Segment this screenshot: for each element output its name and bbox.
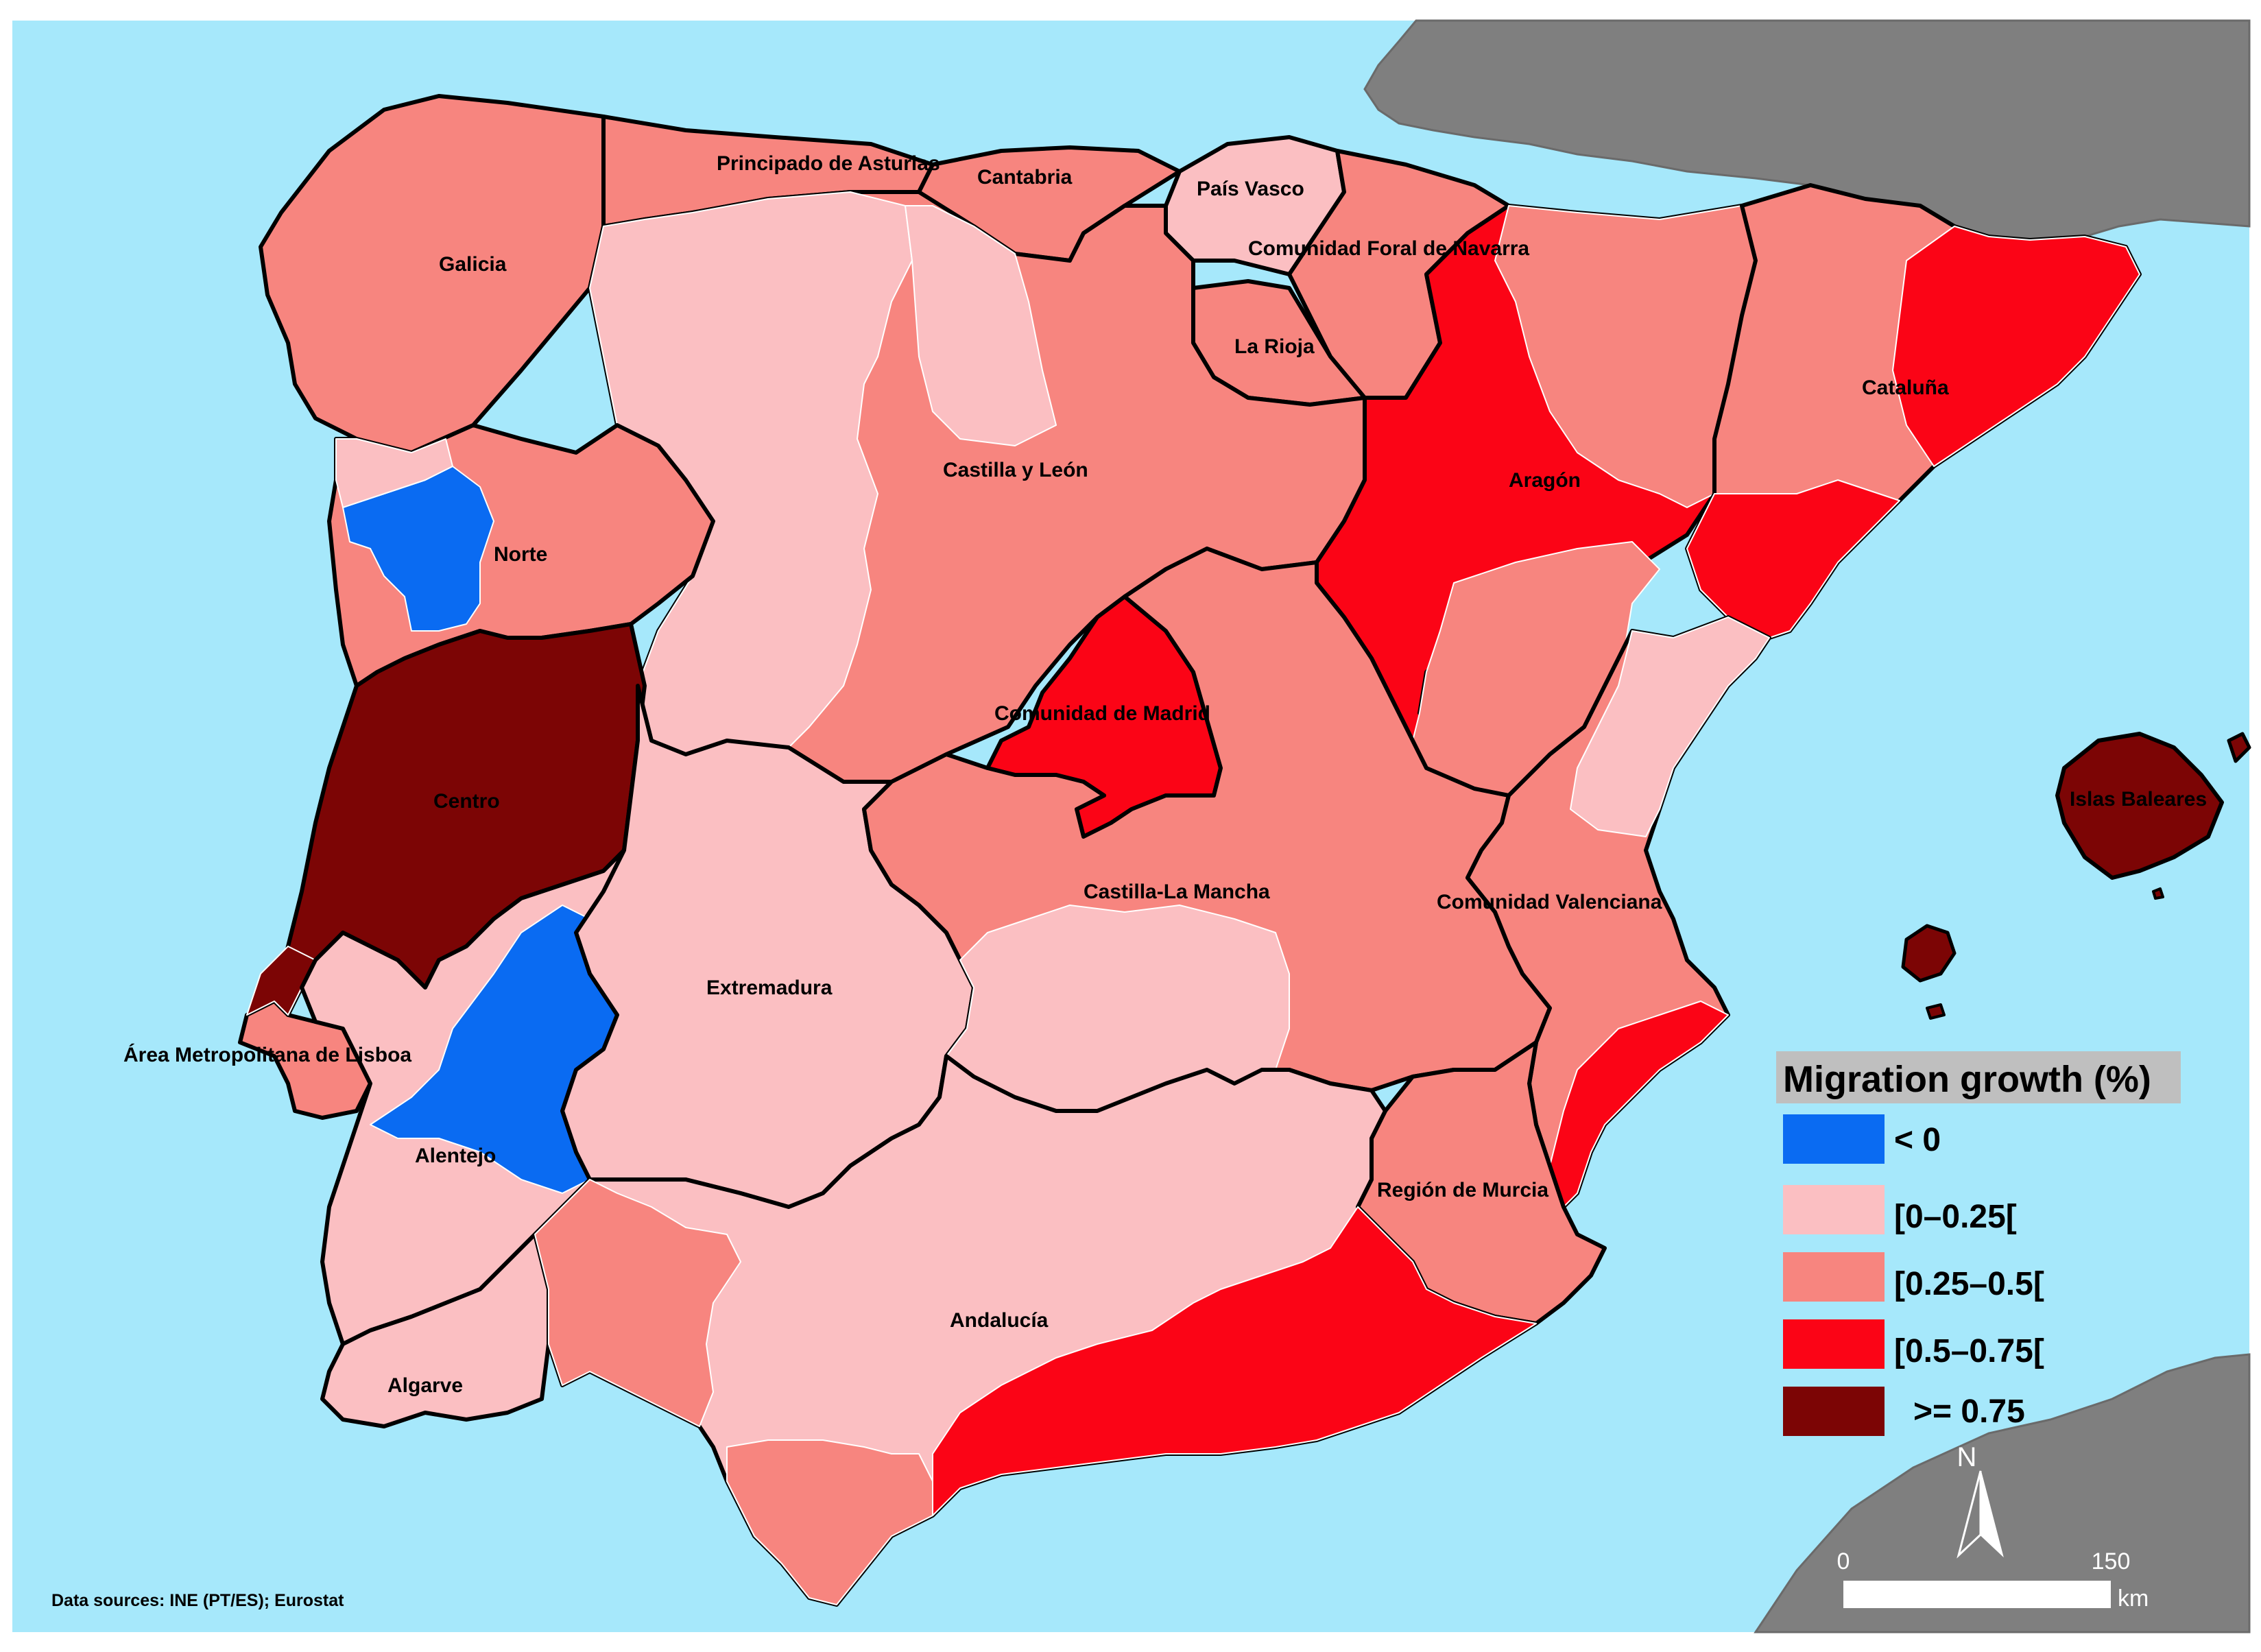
province-huelva: [534, 1179, 741, 1427]
scale-start: 0: [1837, 1548, 1850, 1575]
region-baleares-menorca[interactable]: [2227, 732, 2251, 763]
region-baleares-formentera[interactable]: [1926, 1003, 1946, 1020]
legend-swatch-4: [1783, 1387, 1885, 1436]
africa-land: [1754, 1353, 2251, 1633]
legend-label-2: [0.25–0.5[: [1894, 1266, 2044, 1302]
region-baleares-ibiza[interactable]: [1901, 924, 1957, 983]
label-la-rioja: La Rioja: [1234, 335, 1315, 358]
province-palencia: [905, 205, 1057, 446]
north-arrow-left-half: [1957, 1470, 1982, 1559]
label-navarra: Comunidad Foral de Navarra: [1248, 237, 1529, 260]
label-centro: Centro: [433, 790, 500, 813]
legend-swatch-2: [1783, 1252, 1885, 1302]
label-castilla-mancha: Castilla-La Mancha: [1084, 881, 1270, 903]
label-baleares: Islas Baleares: [2070, 788, 2207, 811]
legend-title-background: [1776, 1051, 2181, 1103]
label-algarve: Algarve: [387, 1374, 463, 1397]
norte-light-subregion: [335, 438, 453, 508]
label-valenciana: Comunidad Valenciana: [1437, 891, 1662, 913]
scale-end: 150: [2092, 1548, 2131, 1575]
france-land: [1363, 19, 2251, 241]
label-cataluna: Cataluña: [1862, 376, 1949, 399]
legend-swatch-0: [1783, 1114, 1885, 1164]
province-alicante: [1549, 1001, 1729, 1208]
legend-label-1: [0–0.25[: [1894, 1199, 2017, 1235]
region-algarve[interactable]: [320, 1232, 551, 1428]
province-castellon: [1570, 616, 1770, 837]
label-pais-vasco: País Vasco: [1197, 178, 1304, 200]
label-galicia: Galicia: [439, 253, 507, 276]
label-castilla-leon: Castilla y León: [943, 459, 1088, 481]
legend-swatch-1: [1783, 1185, 1885, 1234]
legend: Migration growth (%) < 0 [0–0.25[ [0.25–…: [1776, 1051, 2181, 1436]
label-cantabria: Cantabria: [977, 166, 1073, 189]
north-arrow-label: N: [1957, 1442, 1977, 1472]
region-galicia[interactable]: [259, 94, 606, 455]
legend-label-0: < 0: [1894, 1122, 1941, 1158]
province-almeria-granada: [932, 1206, 1537, 1516]
scale-bar-rect: [1843, 1581, 2111, 1608]
legend-label-4: >= 0.75: [1913, 1393, 2025, 1430]
legend-swatch-3: [1783, 1319, 1885, 1369]
label-andalucia: Andalucía: [950, 1309, 1049, 1332]
label-norte: Norte: [494, 543, 547, 566]
label-extremadura: Extremadura: [706, 977, 833, 999]
legend-title: Migration growth (%): [1783, 1059, 2151, 1100]
region-baleares-cabrera[interactable]: [2152, 887, 2164, 900]
province-girona-barcelona: [1892, 226, 2140, 467]
scale-unit: km: [2118, 1585, 2149, 1612]
label-aragon: Aragón: [1509, 469, 1581, 492]
source-note: Data sources: INE (PT/ES); Eurostat: [51, 1591, 344, 1610]
label-asturias: Principado de Asturias: [717, 152, 940, 175]
province-tarragona: [1686, 479, 1900, 638]
label-lisboa: Área Metropolitana de Lisboa: [123, 1043, 411, 1066]
label-murcia: Región de Murcia: [1377, 1179, 1548, 1201]
north-arrow-icon: N: [1957, 1442, 2004, 1559]
label-alentejo: Alentejo: [415, 1145, 496, 1167]
scale-bar: 0 150 km: [1837, 1548, 2149, 1612]
province-cadiz: [726, 1439, 933, 1605]
label-madrid: Comunidad de Madrid: [994, 702, 1210, 725]
province-huesca: [1494, 205, 1756, 508]
region-baleares-mallorca[interactable]: [2055, 732, 2224, 880]
legend-label-3: [0.5–0.75[: [1894, 1333, 2044, 1369]
